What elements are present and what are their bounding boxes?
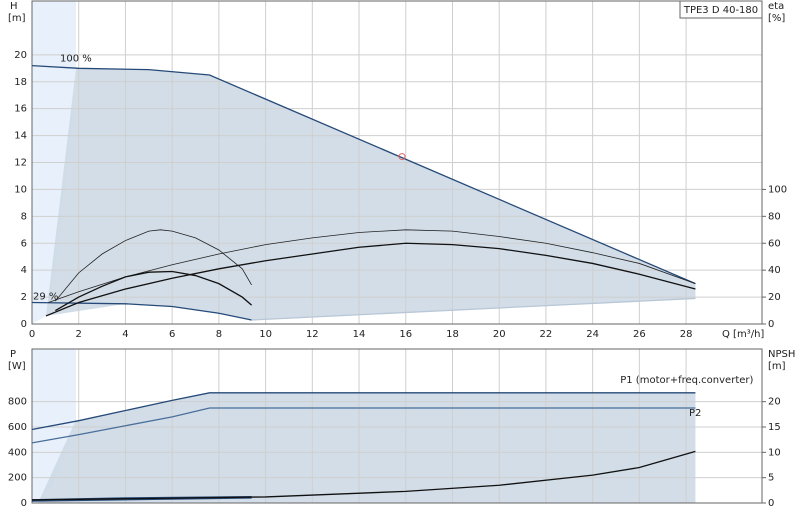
plot-frame <box>31 348 763 504</box>
y2-tick-label: 0 <box>768 319 774 330</box>
x-tick-label: 12 <box>306 329 319 340</box>
operating-region <box>46 68 696 320</box>
y2-tick-label: 40 <box>768 265 781 276</box>
x-tick-label: 24 <box>586 329 599 340</box>
operating-region <box>38 392 696 503</box>
x-tick-label: 14 <box>353 329 366 340</box>
series-label: P1 (motor+freq.converter) <box>620 375 753 386</box>
curve <box>31 497 252 502</box>
x-tick-label: 18 <box>446 329 459 340</box>
x-tick-label: 22 <box>540 329 553 340</box>
y2-tick-label: 20 <box>768 397 781 408</box>
series-label: 29 % <box>33 291 58 302</box>
y-axis-unit: [m] <box>8 13 26 24</box>
x-tick-label: 8 <box>216 329 222 340</box>
curve <box>31 407 696 444</box>
series-label: P2 <box>689 408 701 419</box>
y2-tick-label: 15 <box>768 422 781 433</box>
y-tick-label: 0 <box>21 319 27 330</box>
y-tick-label: 200 <box>8 473 27 484</box>
y-tick-label: 8 <box>21 211 27 222</box>
curve <box>31 301 252 321</box>
y-tick-label: 12 <box>14 158 27 169</box>
curve <box>45 242 696 317</box>
y2-tick-label: 10 <box>768 447 781 458</box>
curve <box>55 270 253 312</box>
y-axis-unit: [W] <box>8 361 26 372</box>
y-tick-label: 16 <box>14 104 27 115</box>
x-tick-label: 4 <box>122 329 128 340</box>
curve <box>251 297 696 321</box>
y2-tick-label: 0 <box>768 498 774 509</box>
y-tick-label: 20 <box>14 50 27 61</box>
x-tick-label: 2 <box>76 329 82 340</box>
curve <box>31 392 696 431</box>
y-tick-label: 6 <box>21 238 27 249</box>
plot-frame <box>31 0 763 325</box>
y-tick-label: 800 <box>8 397 27 408</box>
x-tick-label: 16 <box>399 329 412 340</box>
y-tick-label: 18 <box>14 77 27 88</box>
y2-axis-unit: [m] <box>768 361 786 372</box>
x-tick-label: 28 <box>680 329 693 340</box>
y-tick-label: 0 <box>21 498 27 509</box>
y-tick-label: 10 <box>14 184 27 195</box>
curve <box>48 229 696 303</box>
y2-tick-label: 60 <box>768 238 781 249</box>
y2-axis-label: eta <box>768 1 784 12</box>
y-axis-label: H <box>10 1 18 12</box>
y-tick-label: 4 <box>21 265 27 276</box>
curve <box>55 229 252 302</box>
y2-axis-label: NPSH <box>768 349 795 360</box>
x-tick-label: 10 <box>259 329 272 340</box>
curve <box>31 450 696 501</box>
y2-tick-label: 100 <box>768 184 787 195</box>
duty-point <box>398 153 406 161</box>
title-box <box>679 0 763 19</box>
y-tick-label: 2 <box>21 292 27 303</box>
chart-title: TPE3 D 40-180 <box>683 5 758 16</box>
x-axis-label: Q [m³/h] <box>722 329 764 340</box>
y2-tick-label: 80 <box>768 211 781 222</box>
x-tick-label: 0 <box>29 329 35 340</box>
x-tick-label: 26 <box>633 329 646 340</box>
x-tick-label: 6 <box>169 329 175 340</box>
y-axis-label: P <box>10 349 16 360</box>
y-tick-label: 600 <box>8 422 27 433</box>
series-label: 100 % <box>60 54 92 65</box>
y2-axis-unit: [%] <box>768 13 785 24</box>
curve <box>31 64 696 285</box>
y-tick-label: 14 <box>14 131 27 142</box>
x-tick-label: 20 <box>493 329 506 340</box>
y2-tick-label: 20 <box>768 292 781 303</box>
y-tick-label: 400 <box>8 447 27 458</box>
y2-tick-label: 5 <box>768 473 774 484</box>
